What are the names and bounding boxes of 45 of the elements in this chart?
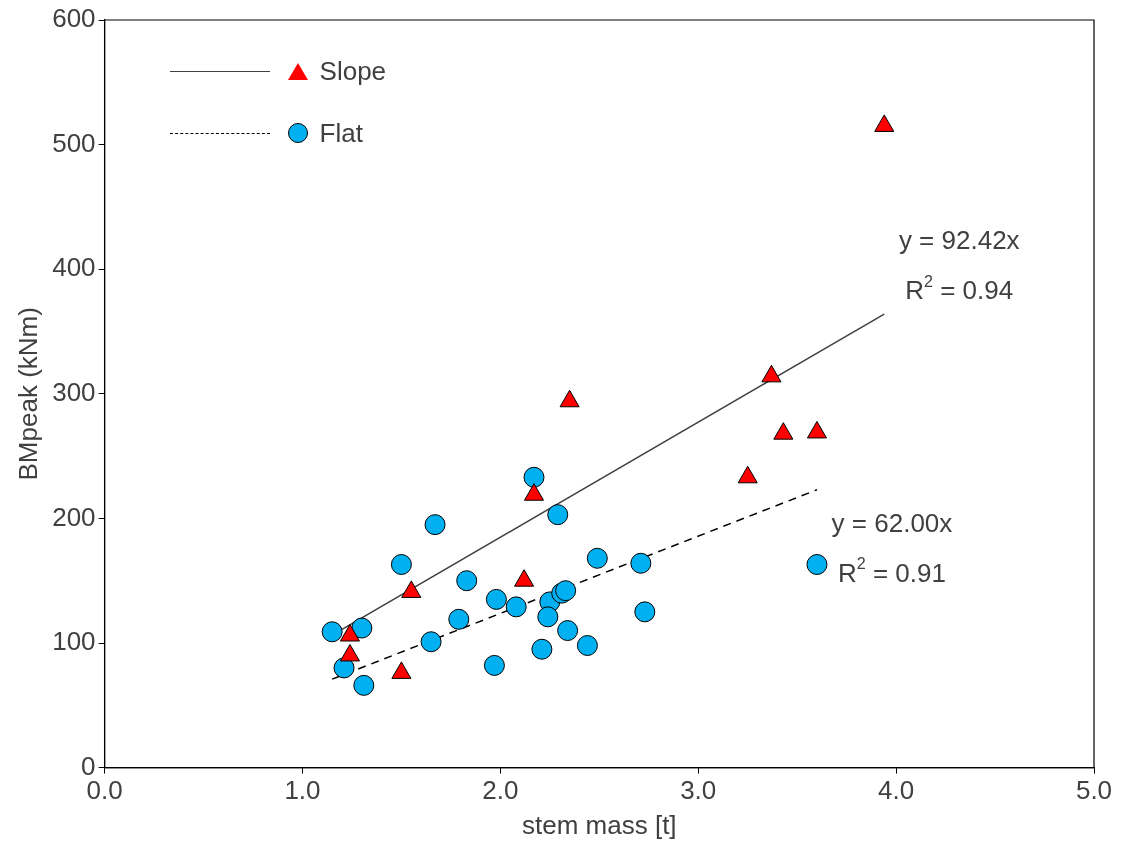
point [420, 631, 442, 653]
point [634, 601, 656, 623]
y-tick-label: 500 [52, 127, 96, 158]
point [483, 654, 505, 676]
point [505, 596, 527, 618]
point [424, 514, 446, 536]
point [557, 620, 579, 642]
legend-label: Slope [319, 55, 387, 87]
point [559, 389, 580, 408]
point [537, 606, 559, 628]
point [874, 114, 895, 132]
point [806, 554, 828, 575]
point [351, 617, 373, 639]
point [547, 504, 569, 526]
x-tick-label: 4.0 [878, 775, 915, 806]
y-tick-label: 300 [52, 376, 96, 407]
y-tick-label: 200 [52, 501, 96, 532]
point [456, 570, 478, 592]
point [576, 634, 598, 656]
x-tick-label: 1.0 [284, 775, 321, 806]
y-tick-label: 400 [52, 252, 96, 283]
x-tick-label: 5.0 [1075, 775, 1113, 806]
point [523, 466, 545, 488]
point [531, 638, 553, 660]
x-axis-title: stem mass [t] [522, 809, 677, 840]
point [321, 621, 343, 643]
y-axis-title: BMpeak (kNm) [12, 307, 43, 481]
point [586, 547, 608, 569]
point [761, 364, 782, 383]
x-tick-label: 2.0 [482, 775, 519, 806]
annotation: y = 92.42x [898, 225, 1020, 256]
point [806, 420, 827, 439]
x-tick-label: 3.0 [680, 775, 717, 806]
point [390, 554, 412, 575]
point [448, 608, 470, 630]
annotation: y = 62.00x [831, 507, 953, 538]
y-tick-label: 100 [52, 626, 96, 657]
point [523, 483, 545, 501]
point [737, 465, 758, 484]
point [353, 674, 375, 696]
point [630, 552, 652, 574]
y-tick-label: 600 [52, 3, 96, 34]
legend-label: Flat [319, 117, 363, 149]
point [773, 422, 794, 440]
point [485, 588, 507, 610]
